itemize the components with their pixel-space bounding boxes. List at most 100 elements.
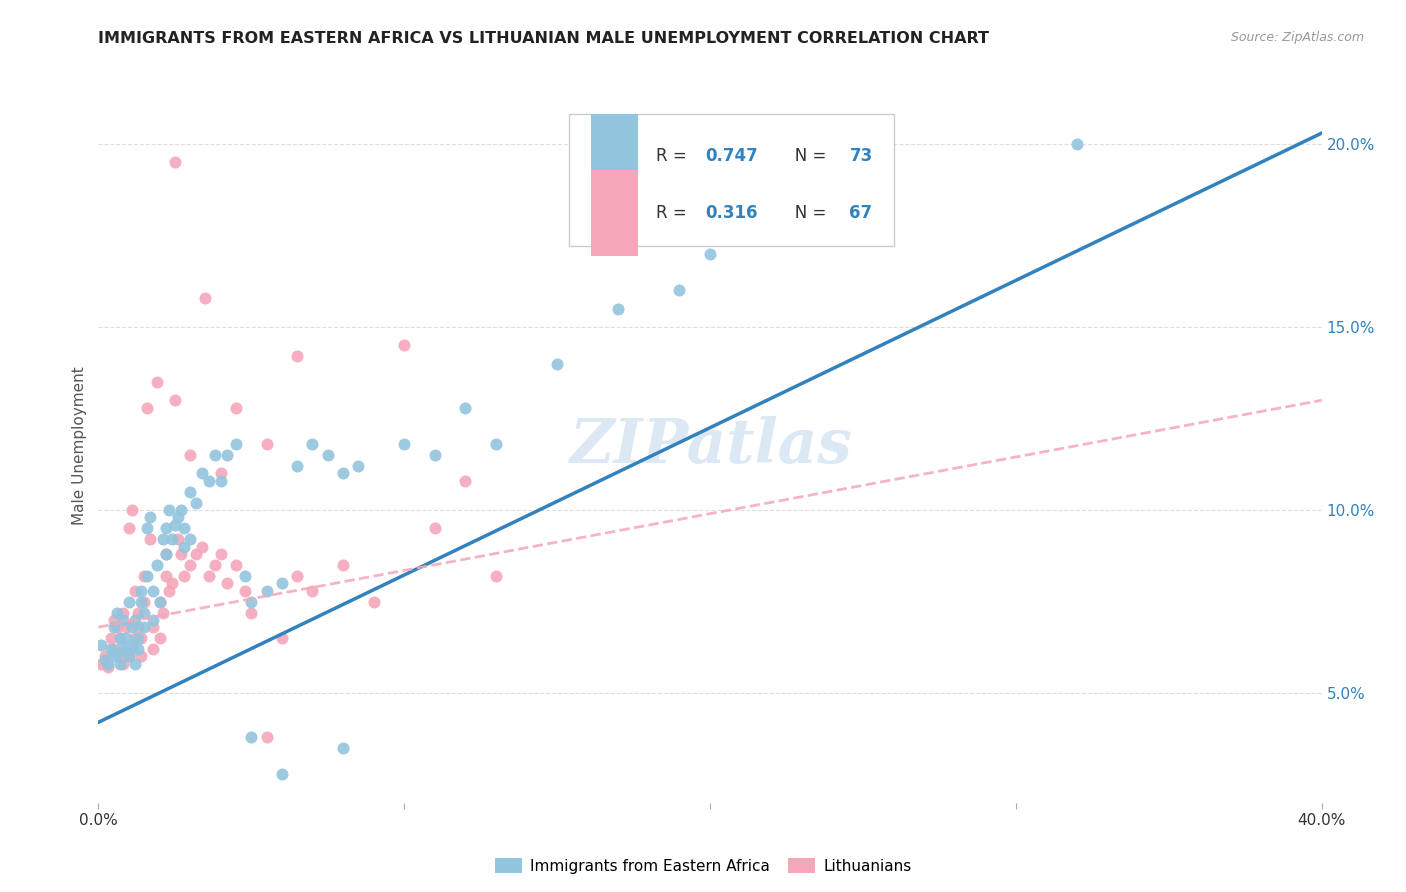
Point — [454, 401, 477, 415]
Point — [127, 642, 149, 657]
Point — [256, 583, 278, 598]
Point — [1066, 137, 1088, 152]
Point — [392, 338, 416, 352]
Point — [103, 649, 125, 664]
Point — [136, 521, 159, 535]
Point — [134, 606, 156, 620]
Text: ZIPatlas: ZIPatlas — [568, 416, 852, 476]
Point — [149, 594, 172, 608]
Point — [163, 155, 186, 169]
Point — [240, 730, 263, 744]
Point — [209, 474, 232, 488]
Point — [173, 540, 195, 554]
Text: 73: 73 — [849, 147, 873, 165]
Text: 0.316: 0.316 — [706, 204, 758, 222]
Text: R =: R = — [657, 147, 692, 165]
Bar — [592, 113, 638, 199]
Point — [301, 437, 323, 451]
Bar — [592, 170, 638, 256]
Bar — [569, 114, 894, 246]
Point — [127, 606, 149, 620]
Point — [129, 649, 152, 664]
Point — [118, 521, 141, 535]
Point — [139, 533, 162, 547]
Point — [485, 437, 508, 451]
Point — [121, 639, 143, 653]
Point — [215, 576, 238, 591]
Point — [124, 613, 146, 627]
Point — [332, 740, 354, 755]
Point — [124, 631, 146, 645]
Text: N =: N = — [779, 204, 831, 222]
Point — [142, 583, 165, 598]
Point — [127, 631, 149, 645]
Point — [301, 583, 323, 598]
Point — [197, 474, 219, 488]
Text: IMMIGRANTS FROM EASTERN AFRICA VS LITHUANIAN MALE UNEMPLOYMENT CORRELATION CHART: IMMIGRANTS FROM EASTERN AFRICA VS LITHUA… — [98, 31, 990, 46]
Point — [699, 247, 721, 261]
Point — [163, 517, 186, 532]
Point — [93, 649, 115, 664]
Y-axis label: Male Unemployment: Male Unemployment — [72, 367, 87, 525]
Point — [607, 301, 630, 316]
Point — [134, 620, 156, 634]
Point — [186, 547, 208, 561]
Point — [163, 393, 186, 408]
Point — [347, 459, 370, 474]
Point — [167, 510, 190, 524]
Point — [332, 558, 354, 572]
Point — [111, 613, 134, 627]
Point — [136, 401, 159, 415]
Point — [105, 620, 128, 634]
Text: 67: 67 — [849, 204, 873, 222]
Point — [546, 357, 568, 371]
Text: Source: ZipAtlas.com: Source: ZipAtlas.com — [1230, 31, 1364, 45]
Point — [111, 606, 134, 620]
Point — [191, 467, 214, 481]
Point — [160, 533, 183, 547]
Point — [124, 583, 146, 598]
Point — [129, 583, 152, 598]
Point — [149, 594, 172, 608]
Point — [423, 521, 446, 535]
Point — [240, 594, 263, 608]
Point — [170, 547, 193, 561]
Point — [155, 569, 177, 583]
Point — [270, 576, 292, 591]
Point — [145, 558, 167, 572]
Point — [121, 642, 143, 657]
Point — [363, 594, 385, 608]
Point — [157, 583, 180, 598]
Point — [149, 631, 172, 645]
Point — [108, 649, 131, 664]
Point — [157, 503, 180, 517]
Point — [204, 558, 226, 572]
Text: 0.747: 0.747 — [706, 147, 758, 165]
Point — [152, 606, 174, 620]
Point — [152, 533, 174, 547]
Point — [142, 642, 165, 657]
Point — [115, 631, 138, 645]
Point — [423, 448, 446, 462]
Point — [100, 642, 122, 657]
Point — [179, 558, 201, 572]
Point — [256, 437, 278, 451]
Point — [204, 448, 226, 462]
Point — [108, 657, 131, 671]
Point — [105, 646, 128, 660]
Point — [90, 639, 112, 653]
Point — [179, 484, 201, 499]
Text: R =: R = — [657, 204, 692, 222]
Point — [97, 657, 120, 671]
Point — [186, 496, 208, 510]
Legend: Immigrants from Eastern Africa, Lithuanians: Immigrants from Eastern Africa, Lithuani… — [488, 852, 918, 880]
Point — [167, 533, 190, 547]
Point — [145, 375, 167, 389]
Point — [332, 467, 354, 481]
Point — [93, 653, 115, 667]
Point — [233, 569, 256, 583]
Point — [142, 620, 165, 634]
Point — [108, 631, 131, 645]
Point — [118, 649, 141, 664]
Point — [103, 620, 125, 634]
